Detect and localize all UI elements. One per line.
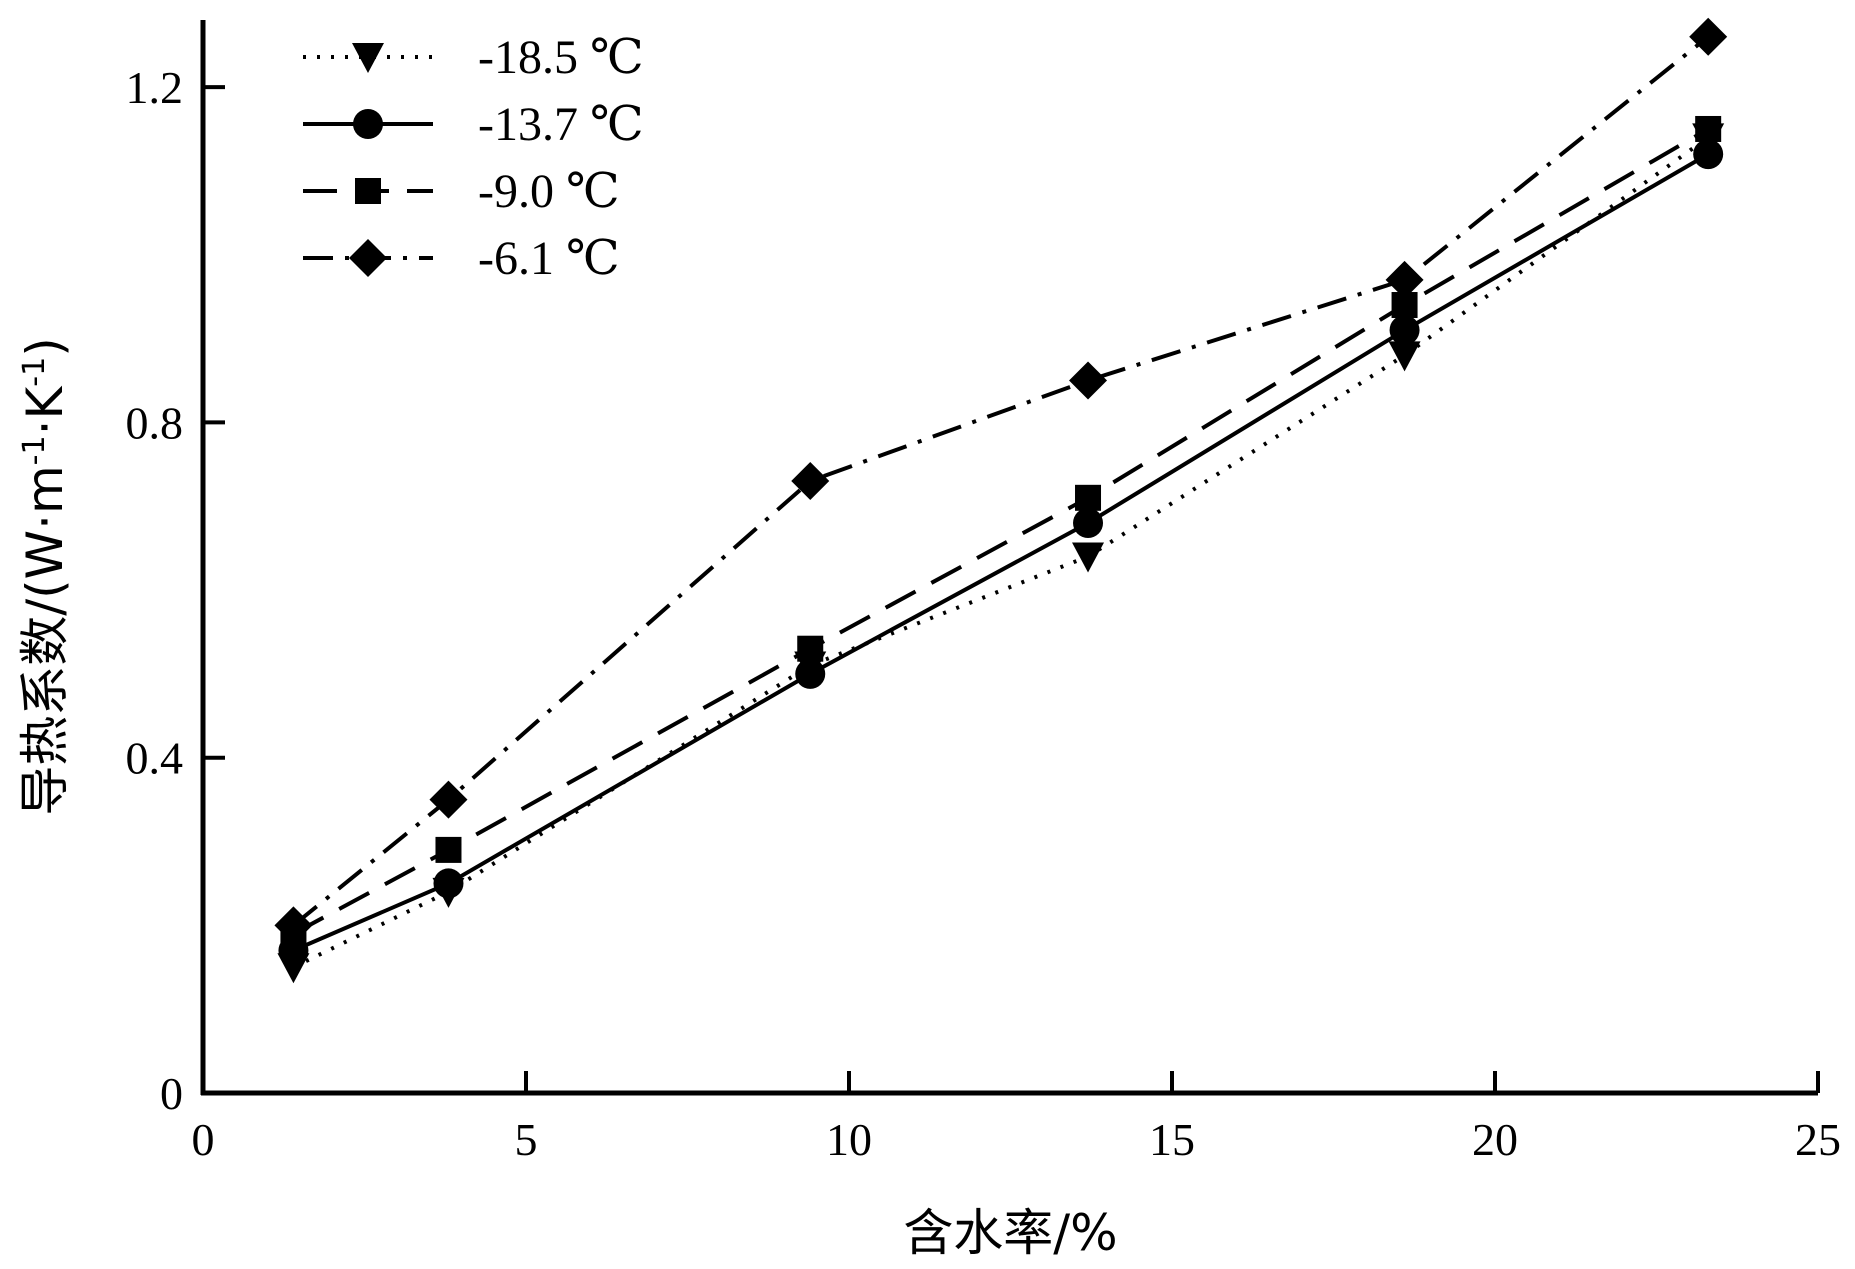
- data-point: [1072, 542, 1105, 573]
- series-2: [280, 115, 1722, 947]
- x-tick-label: 20: [1472, 1114, 1518, 1165]
- ticks: 0 5 10 15 20 25 0 0.4 0.8 1.2: [126, 62, 1842, 1165]
- data-point: [1689, 17, 1728, 56]
- y-axis-title-main: 导热系数/(W·m: [16, 465, 74, 815]
- data-point: [1693, 139, 1724, 170]
- data-point: [429, 780, 468, 819]
- y-tick-label: 0.4: [126, 733, 184, 784]
- data-point: [1073, 507, 1104, 538]
- y-axis-title-sup1: -1: [17, 435, 52, 465]
- axes: [200, 20, 1818, 1096]
- data-point: [1388, 341, 1421, 372]
- series-line: [292, 152, 1710, 953]
- data-point: [1695, 115, 1722, 142]
- y-axis-title-end: ): [16, 337, 74, 357]
- data-point: [797, 635, 824, 662]
- x-tick-label: 0: [192, 1114, 215, 1165]
- data-point: [1075, 484, 1102, 511]
- y-tick-label: 0: [160, 1068, 183, 1119]
- series-3: [274, 17, 1728, 945]
- y-tick-label: 0.8: [126, 397, 184, 448]
- legend-label: -9.0 ℃: [478, 165, 620, 218]
- x-tick-label: 15: [1149, 1114, 1195, 1165]
- legend-item: -6.1 ℃: [303, 232, 620, 285]
- data-point: [435, 836, 462, 863]
- legend-item: -13.7 ℃: [303, 98, 644, 151]
- x-tick-label: 10: [826, 1114, 872, 1165]
- x-tick-label: 25: [1795, 1114, 1841, 1165]
- legend-label: -13.7 ℃: [478, 98, 644, 151]
- series-line: [292, 127, 1710, 936]
- data-point: [1069, 361, 1108, 400]
- series-line: [292, 35, 1710, 927]
- data-point: [274, 906, 313, 945]
- y-axis-title-sup2: -1: [17, 357, 52, 387]
- x-axis-title: 含水率/%: [903, 1204, 1117, 1262]
- legend-marker: [353, 109, 383, 139]
- legend-label: -18.5 ℃: [478, 31, 644, 84]
- data-point: [1385, 260, 1424, 299]
- x-tick-label: 5: [515, 1114, 538, 1165]
- data-point: [1389, 315, 1420, 346]
- legend-marker: [352, 43, 384, 73]
- data-point: [433, 868, 464, 899]
- legend: -18.5 ℃ -13.7 ℃ -9.0 ℃ -6.1 ℃: [303, 31, 644, 285]
- legend-item: -18.5 ℃: [303, 31, 644, 84]
- legend-marker: [355, 178, 381, 204]
- legend-marker: [349, 239, 387, 277]
- data-point: [795, 658, 826, 689]
- legend-label: -6.1 ℃: [478, 232, 620, 285]
- series-layer: [274, 17, 1728, 984]
- y-axis-title: 导热系数/(W·m-1·K-1): [16, 337, 74, 815]
- legend-item: -9.0 ℃: [303, 165, 620, 218]
- data-point: [791, 462, 830, 501]
- y-axis-title-mid: ·K: [16, 386, 74, 436]
- y-tick-label: 1.2: [126, 62, 184, 113]
